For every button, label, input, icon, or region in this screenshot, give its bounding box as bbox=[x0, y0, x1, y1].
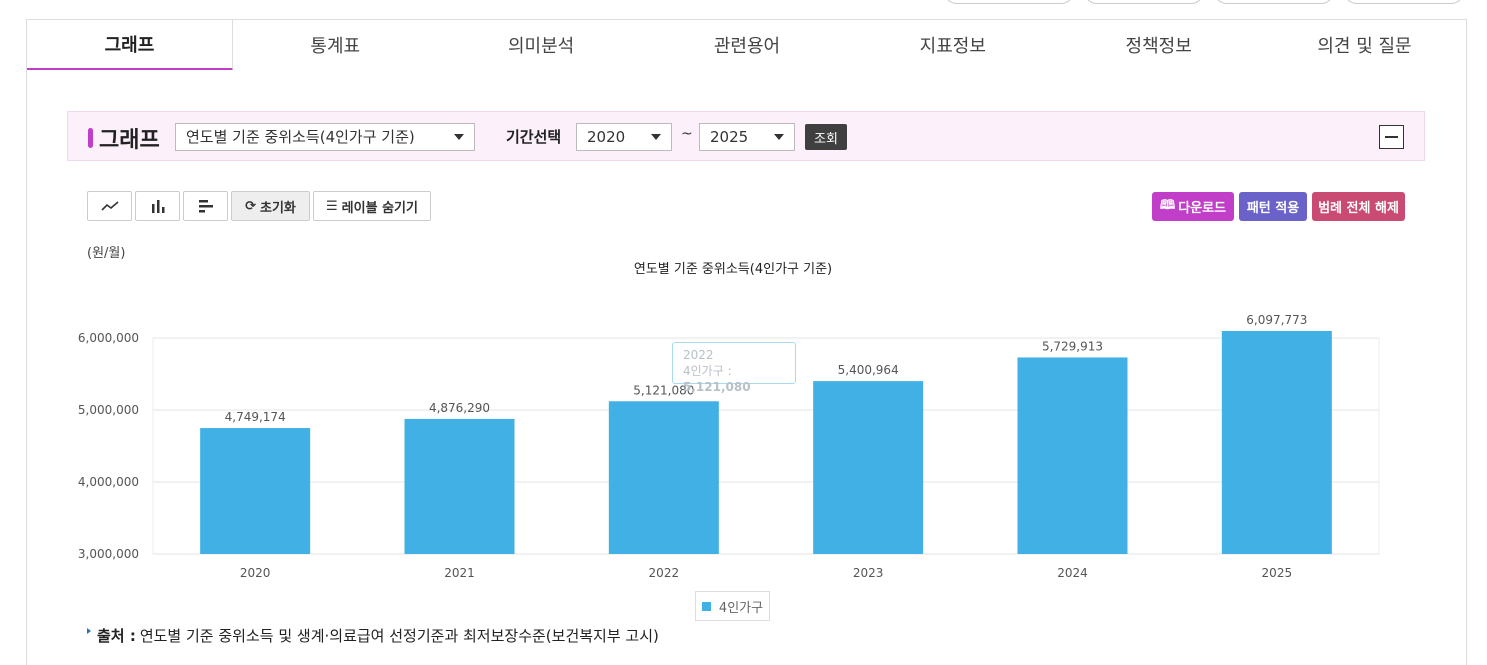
tab-policy-info[interactable]: 정책정보 bbox=[1125, 36, 1192, 57]
start-year-select[interactable]: 2020 bbox=[576, 123, 672, 151]
tab-related-terms[interactable]: 관련용어 bbox=[713, 36, 781, 57]
tab-stat-table[interactable]: 통계표 bbox=[310, 36, 361, 57]
tab-meaning-analysis[interactable]: 의미분석 bbox=[507, 36, 575, 57]
chart-legend[interactable]: 4인가구 bbox=[695, 591, 770, 621]
graph-title-text: 그래프 bbox=[99, 128, 160, 153]
period-separator: ~ bbox=[681, 126, 693, 142]
top-pill-button[interactable] bbox=[944, 0, 1074, 4]
chevron-down-icon bbox=[651, 134, 661, 140]
data-label: 6,097,773 bbox=[1246, 313, 1307, 327]
book-icon: 🕮 bbox=[1159, 197, 1176, 213]
x-tick-label: 2021 bbox=[444, 566, 475, 580]
start-year-value: 2020 bbox=[587, 128, 626, 146]
title-marker bbox=[88, 128, 93, 148]
legend-clear-button[interactable]: 범례 전체 해제 bbox=[1312, 192, 1405, 221]
top-pill-button[interactable] bbox=[1214, 0, 1334, 4]
chart-title: 연도별 기준 중위소득(4인가구 기준) bbox=[634, 262, 832, 277]
line-chart-icon bbox=[100, 201, 119, 211]
chevron-down-icon bbox=[454, 134, 464, 140]
source-label: 출처 : bbox=[97, 627, 136, 645]
legend-clear-label: 범례 전체 해제 bbox=[1318, 201, 1399, 216]
y-tick-label: 3,000,000 bbox=[78, 547, 139, 561]
source-text: 연도별 기준 중위소득 및 생계·의료급여 선정기준과 최저보장수준(보건복지부… bbox=[139, 627, 659, 645]
list-icon: ☰ bbox=[326, 198, 338, 214]
bar-chart-button[interactable] bbox=[135, 191, 180, 221]
bar bbox=[1221, 330, 1332, 554]
minus-icon bbox=[1385, 136, 1398, 138]
data-label: 5,729,913 bbox=[1042, 339, 1103, 353]
x-tick-label: 2020 bbox=[240, 566, 271, 580]
collapse-button[interactable] bbox=[1379, 125, 1404, 149]
query-button[interactable]: 조회 bbox=[805, 124, 847, 150]
chart-tooltip: 2022 4인가구 : 5,121,080 bbox=[672, 342, 796, 394]
tooltip-value: 5,121,080 bbox=[683, 380, 751, 394]
end-year-select[interactable]: 2025 bbox=[699, 123, 795, 151]
top-pill-button[interactable] bbox=[1084, 0, 1204, 4]
x-tick-label: 2025 bbox=[1262, 566, 1293, 580]
y-tick-label: 6,000,000 bbox=[78, 331, 139, 345]
data-label: 4,749,174 bbox=[225, 410, 286, 424]
tooltip-value-row: 4인가구 : 5,121,080 bbox=[683, 364, 751, 394]
bar-chart: 3,000,000 4,000,000 5,000,000 6,000,000 4,74… bbox=[78, 262, 1380, 580]
bar bbox=[404, 418, 515, 554]
hide-labels-label: 레이블 숨기기 bbox=[341, 200, 418, 216]
y-tick-label: 5,000,000 bbox=[78, 403, 139, 417]
tab-opinion-question[interactable]: 의견 및 질문 bbox=[1317, 36, 1412, 57]
tab-bar: 그래프 통계표 의미분석 관련용어 지표정보 정책정보 의견 및 질문 bbox=[26, 19, 1467, 71]
reset-label: 초기화 bbox=[260, 200, 296, 216]
data-label: 5,121,080 bbox=[633, 383, 694, 397]
download-label: 다운로드 bbox=[1178, 201, 1227, 216]
pattern-apply-button[interactable]: 패턴 적용 bbox=[1239, 192, 1307, 221]
download-button[interactable]: 🕮 다운로드 bbox=[1152, 192, 1234, 221]
graph-section-title: 그래프 bbox=[88, 122, 160, 154]
indicator-select-value: 연도별 기준 중위소득(4인가구 기준) bbox=[186, 128, 415, 146]
x-tick-label: 2024 bbox=[1057, 566, 1088, 580]
refresh-icon: ⟳ bbox=[245, 198, 256, 214]
graph-control-bar: 그래프 연도별 기준 중위소득(4인가구 기준) 기간선택 2020 ~ 202… bbox=[67, 111, 1425, 161]
bullet-icon bbox=[87, 627, 91, 634]
bar bbox=[813, 381, 924, 554]
source-note: 출처 : 연도별 기준 중위소득 및 생계·의료급여 선정기준과 최저보장수준(… bbox=[87, 625, 659, 646]
indicator-select[interactable]: 연도별 기준 중위소득(4인가구 기준) bbox=[175, 123, 475, 151]
period-label: 기간선택 bbox=[506, 128, 562, 146]
chevron-down-icon bbox=[774, 134, 784, 140]
bar bbox=[200, 428, 311, 554]
reset-button[interactable]: ⟳ 초기화 bbox=[231, 191, 310, 221]
data-label: 4,876,290 bbox=[429, 401, 490, 415]
top-pill-button[interactable] bbox=[1344, 0, 1464, 4]
tab-indicator-info[interactable]: 지표정보 bbox=[919, 36, 986, 57]
pattern-apply-label: 패턴 적용 bbox=[1246, 201, 1300, 216]
data-label: 5,400,964 bbox=[838, 363, 899, 377]
hide-labels-button[interactable]: ☰ 레이블 숨기기 bbox=[313, 191, 431, 221]
line-chart-button[interactable] bbox=[87, 191, 132, 221]
y-tick-label: 4,000,000 bbox=[78, 475, 139, 489]
x-tick-label: 2022 bbox=[649, 566, 680, 580]
x-tick-label: 2023 bbox=[853, 566, 884, 580]
bar bbox=[608, 401, 719, 554]
top-pill-row bbox=[0, 0, 1487, 4]
bar bbox=[1017, 357, 1128, 554]
horizontal-bar-chart-icon bbox=[198, 200, 213, 213]
end-year-value: 2025 bbox=[710, 128, 749, 146]
legend-label: 4인가구 bbox=[718, 600, 764, 616]
tooltip-series: 4인가구 bbox=[683, 364, 724, 378]
tab-graph[interactable]: 그래프 bbox=[27, 20, 233, 71]
y-axis-unit-label: (원/월) bbox=[87, 246, 126, 261]
legend-swatch bbox=[701, 601, 711, 611]
bar-chart-icon bbox=[151, 200, 164, 213]
tooltip-year: 2022 bbox=[683, 348, 714, 362]
horizontal-bar-chart-button[interactable] bbox=[183, 191, 228, 221]
